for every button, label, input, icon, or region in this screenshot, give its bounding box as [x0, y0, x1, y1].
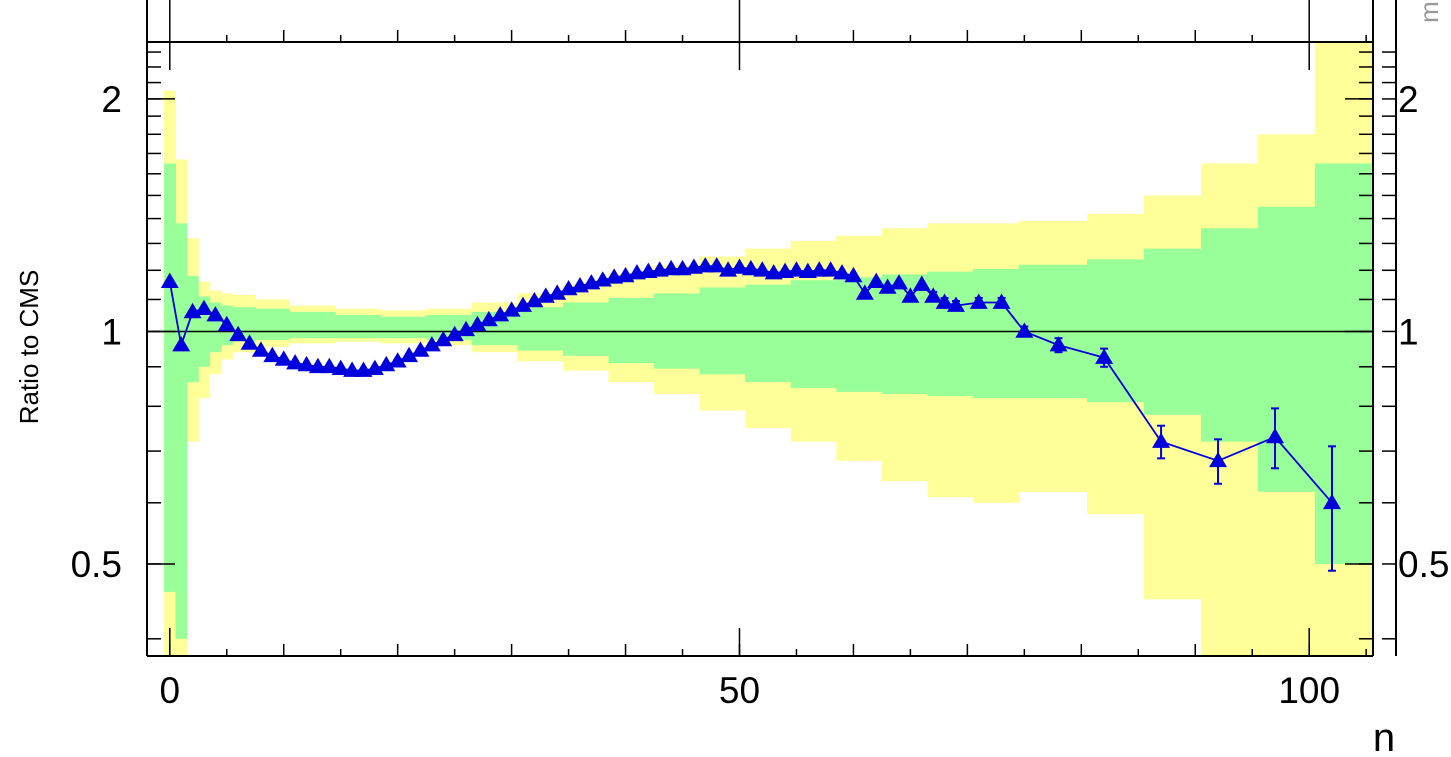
inner-band-bin — [381, 317, 427, 339]
y-tick-label: 0.5 — [71, 544, 122, 585]
y-axis-label: Ratio to CMS — [14, 270, 44, 425]
inner-band-bin — [1201, 228, 1258, 441]
inner-band-bin — [608, 298, 654, 363]
inner-band-bin — [187, 276, 199, 382]
inner-band-bin — [745, 285, 791, 382]
x-tick-label: 0 — [159, 670, 180, 711]
right-axis-tick-label: 2 — [1398, 79, 1419, 120]
inner-band-bin — [255, 309, 290, 340]
inner-band-bin — [1258, 207, 1315, 492]
inner-band-bin — [164, 163, 176, 591]
x-axis-label: n — [1373, 716, 1395, 757]
inner-band-bin — [289, 312, 335, 338]
x-tick-label: 50 — [719, 670, 760, 711]
inner-band-bin — [1315, 163, 1372, 563]
right-axis-tick-label: 1 — [1398, 311, 1419, 352]
y-tick-label: 2 — [101, 79, 122, 120]
right-axis-tick-label: 0.5 — [1398, 544, 1449, 585]
y-tick-label: 1 — [101, 311, 122, 352]
inner-band-bin — [563, 303, 609, 356]
inner-band-bin — [973, 269, 1019, 398]
inner-band-bin — [791, 280, 837, 388]
inner-band-bin — [335, 315, 381, 338]
uncertainty-bands — [164, 42, 1372, 656]
right-edge-text: m — [1414, 1, 1444, 23]
x-tick-label: 100 — [1278, 670, 1340, 711]
inner-band-bin — [517, 307, 563, 350]
